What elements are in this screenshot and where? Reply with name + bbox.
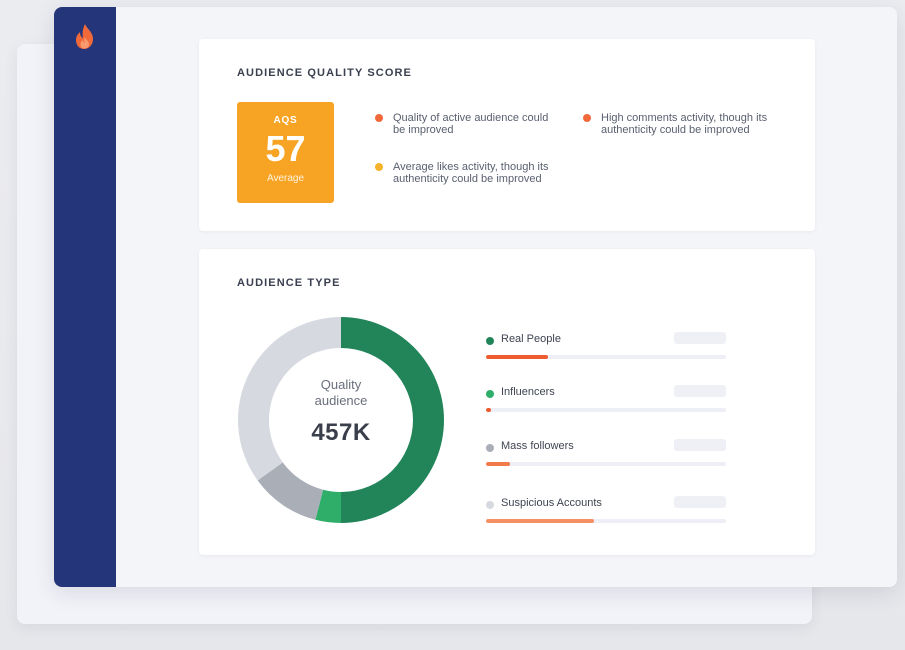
legend-item-mass-followers: Mass followers bbox=[486, 439, 726, 469]
insight-text: High comments activity, though its authe… bbox=[601, 112, 768, 136]
donut-center: Quality audience 457K bbox=[236, 315, 446, 525]
progress-track bbox=[486, 408, 726, 412]
donut-center-value: 457K bbox=[311, 419, 371, 446]
insight-item: High comments activity, though its authe… bbox=[583, 112, 771, 136]
legend-item-suspicious-accounts: Suspicious Accounts bbox=[486, 496, 726, 526]
insight-dot-icon bbox=[583, 114, 591, 122]
donut-chart-svg bbox=[238, 317, 444, 523]
legend-value-placeholder bbox=[674, 385, 726, 397]
audience-type-donut-chart: Quality audience 457K bbox=[236, 315, 446, 525]
legend-value-placeholder bbox=[674, 496, 726, 508]
aqs-badge: AQS 57 Average bbox=[237, 102, 334, 203]
donut-segment-suspicious-accounts bbox=[238, 317, 341, 481]
insight-dot-icon bbox=[375, 163, 383, 171]
donut-segment-influencers bbox=[315, 489, 341, 523]
insight-item: Average likes activity, though its authe… bbox=[375, 161, 563, 185]
aqs-score-value: 57 bbox=[265, 128, 306, 169]
legend-item-real-people: Real People bbox=[486, 332, 726, 362]
app-window: AUDIENCE QUALITY SCORE AQS 57 Average Qu… bbox=[54, 7, 897, 587]
section-title-aqs: AUDIENCE QUALITY SCORE bbox=[237, 67, 412, 79]
legend-value-placeholder bbox=[674, 332, 726, 344]
sidebar bbox=[54, 7, 116, 587]
legend-label: Suspicious Accounts bbox=[501, 497, 602, 509]
audience-quality-score-panel: AUDIENCE QUALITY SCORE AQS 57 Average Qu… bbox=[199, 39, 815, 231]
donut-segment-real-people bbox=[341, 317, 444, 523]
section-title-audience-type: AUDIENCE TYPE bbox=[237, 277, 341, 289]
audience-type-panel: AUDIENCE TYPE Quality audience 457K Real… bbox=[199, 249, 815, 555]
donut-segment-mass-followers bbox=[257, 462, 324, 520]
legend-label: Real People bbox=[501, 333, 561, 345]
legend-dot-icon bbox=[486, 501, 494, 509]
legend-dot-icon bbox=[486, 337, 494, 345]
progress-fill bbox=[486, 519, 594, 523]
insight-item: Quality of active audience could be impr… bbox=[375, 112, 563, 136]
insight-text: Quality of active audience could be impr… bbox=[393, 112, 549, 136]
donut-center-label: Quality audience bbox=[314, 377, 368, 408]
legend-value-placeholder bbox=[674, 439, 726, 451]
progress-track bbox=[486, 355, 726, 359]
aqs-grade-label: Average bbox=[266, 173, 305, 184]
insight-text: Average likes activity, though its authe… bbox=[393, 161, 549, 185]
flame-icon[interactable] bbox=[72, 23, 98, 51]
progress-track bbox=[486, 462, 726, 466]
legend-label: Mass followers bbox=[501, 440, 574, 452]
progress-fill bbox=[486, 462, 510, 466]
legend-item-influencers: Influencers bbox=[486, 385, 726, 415]
progress-fill bbox=[486, 408, 491, 412]
legend-label: Influencers bbox=[501, 386, 555, 398]
insight-dot-icon bbox=[375, 114, 383, 122]
main-content: AUDIENCE QUALITY SCORE AQS 57 Average Qu… bbox=[116, 7, 897, 587]
progress-track bbox=[486, 519, 726, 523]
aqs-badge-label: AQS bbox=[273, 115, 298, 126]
legend-dot-icon bbox=[486, 390, 494, 398]
legend-dot-icon bbox=[486, 444, 494, 452]
progress-fill bbox=[486, 355, 549, 359]
